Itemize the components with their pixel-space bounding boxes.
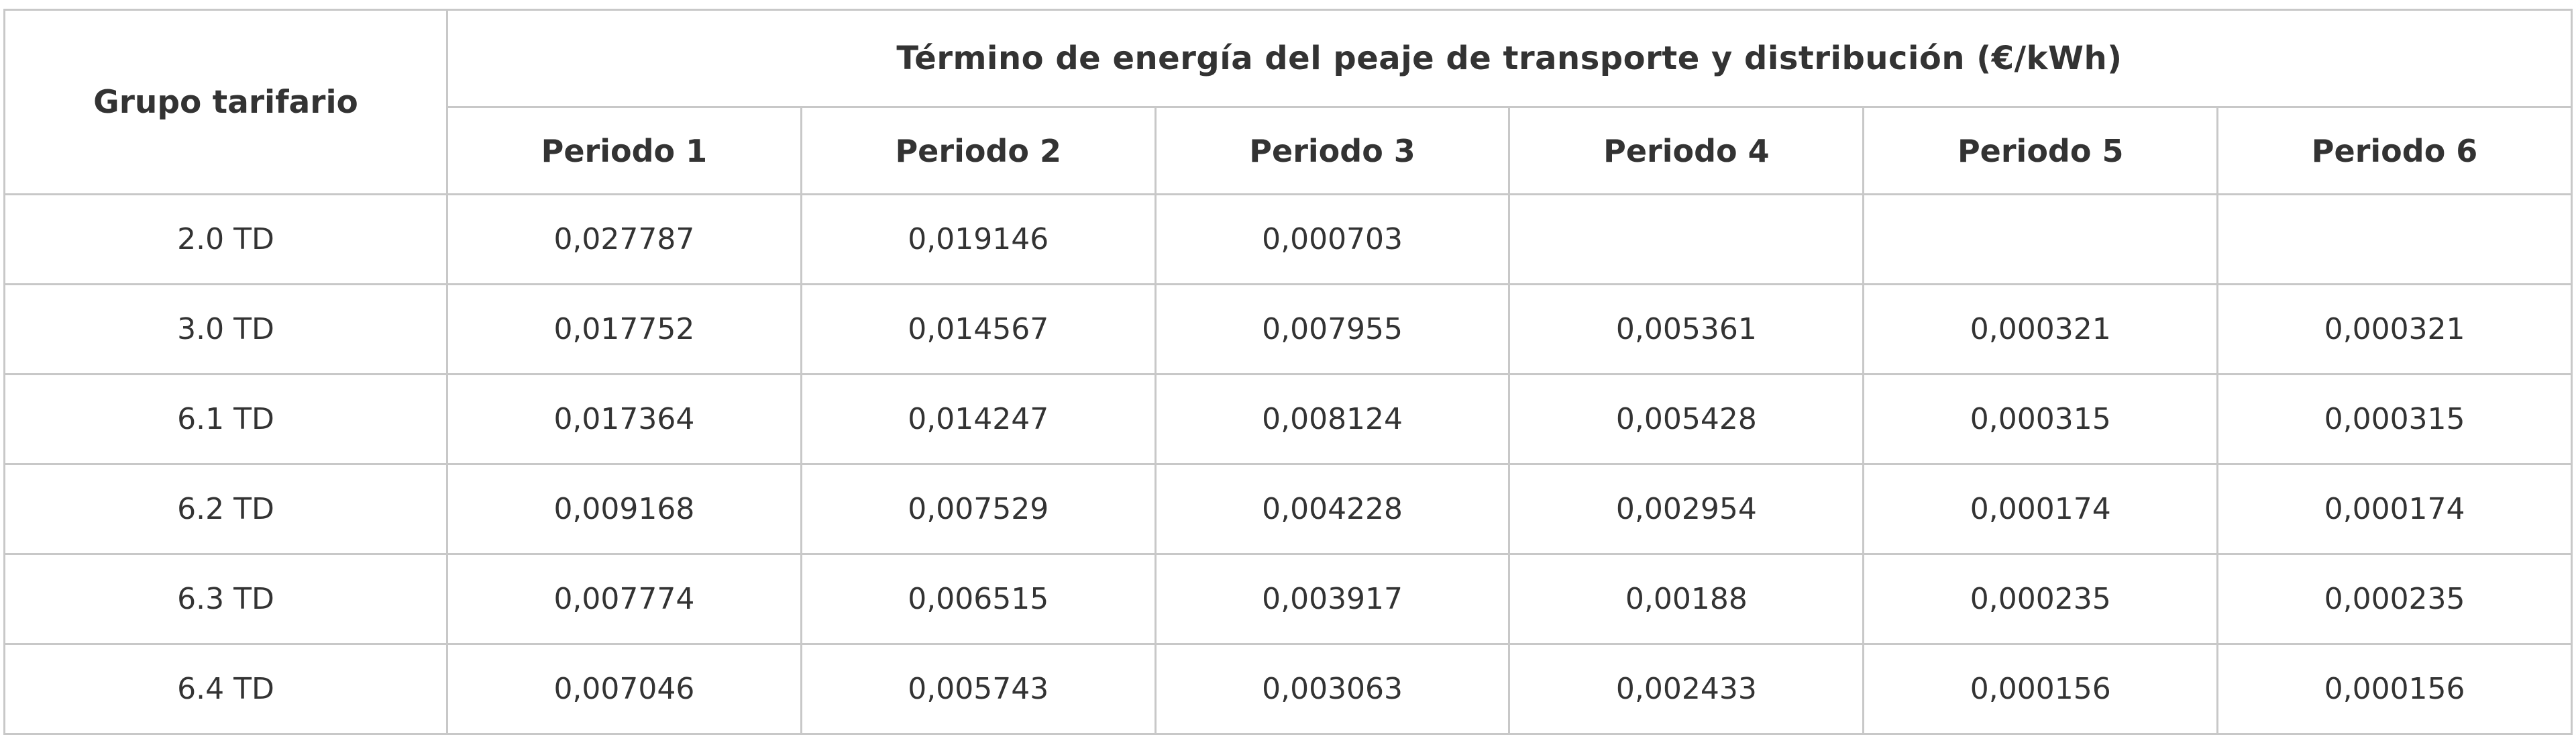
value-cell: 0,003063 [1154,643,1511,735]
group-cell: 6.1 TD [3,373,448,465]
value-cell: 0,000321 [2216,283,2573,375]
value-cell: 0,009168 [446,463,802,555]
column-header-periodo-1: Periodo 1 [446,106,802,195]
value-cell: 0,017364 [446,373,802,465]
value-cell: 0,007046 [446,643,802,735]
group-cell: 2.0 TD [3,193,448,285]
value-cell: 0,002954 [1508,463,1865,555]
value-cell: 0,000703 [1154,193,1511,285]
value-cell: 0,014247 [800,373,1157,465]
value-cell: 0,017752 [446,283,802,375]
table-row: 3.0 TD 0,017752 0,014567 0,007955 0,0053… [3,283,2573,375]
table-row: 6.4 TD 0,007046 0,005743 0,003063 0,0024… [3,643,2573,735]
column-header-periodo-3: Periodo 3 [1154,106,1511,195]
value-cell: 0,002433 [1508,643,1865,735]
value-cell: 0,00188 [1508,553,1865,645]
column-header-periodo-6: Periodo 6 [2216,106,2573,195]
group-cell: 6.3 TD [3,553,448,645]
value-cell: 0,008124 [1154,373,1511,465]
value-cell-empty [2216,193,2573,285]
value-cell-empty [1508,193,1865,285]
value-cell: 0,005743 [800,643,1157,735]
value-cell: 0,000156 [1862,643,2219,735]
column-header-periodo-5: Periodo 5 [1862,106,2219,195]
value-cell: 0,000315 [2216,373,2573,465]
value-cell-empty [1862,193,2219,285]
value-cell: 0,006515 [800,553,1157,645]
value-cell: 0,007529 [800,463,1157,555]
table-header-row-top: Grupo tarifario Término de energía del p… [3,9,2573,195]
value-cell: 0,027787 [446,193,802,285]
value-cell: 0,000321 [1862,283,2219,375]
group-cell: 6.2 TD [3,463,448,555]
value-cell: 0,000235 [1862,553,2219,645]
value-cell: 0,000174 [1862,463,2219,555]
group-cell: 6.4 TD [3,643,448,735]
value-cell: 0,007955 [1154,283,1511,375]
table-row: 6.2 TD 0,009168 0,007529 0,004228 0,0029… [3,463,2573,555]
value-cell: 0,005361 [1508,283,1865,375]
value-cell: 0,007774 [446,553,802,645]
column-header-periodo-2: Periodo 2 [800,106,1157,195]
value-cell: 0,014567 [800,283,1157,375]
tariff-table: Grupo tarifario Término de energía del p… [3,9,2573,735]
value-cell: 0,003917 [1154,553,1511,645]
value-cell: 0,000235 [2216,553,2573,645]
table-row: 2.0 TD 0,027787 0,019146 0,000703 [3,193,2573,285]
table-row: 6.3 TD 0,007774 0,006515 0,003917 0,0018… [3,553,2573,645]
value-cell: 0,004228 [1154,463,1511,555]
value-cell: 0,000156 [2216,643,2573,735]
table-row: 6.1 TD 0,017364 0,014247 0,008124 0,0054… [3,373,2573,465]
group-cell: 3.0 TD [3,283,448,375]
value-cell: 0,005428 [1508,373,1865,465]
column-header-grupo-tarifario: Grupo tarifario [3,9,448,195]
value-cell: 0,000315 [1862,373,2219,465]
value-cell: 0,000174 [2216,463,2573,555]
table-header-row-periods: Periodo 1 Periodo 2 Periodo 3 Periodo 4 … [5,106,2573,195]
column-header-periodo-4: Periodo 4 [1508,106,1865,195]
value-cell: 0,019146 [800,193,1157,285]
column-header-energy-term: Término de energía del peaje de transpor… [446,9,2573,108]
